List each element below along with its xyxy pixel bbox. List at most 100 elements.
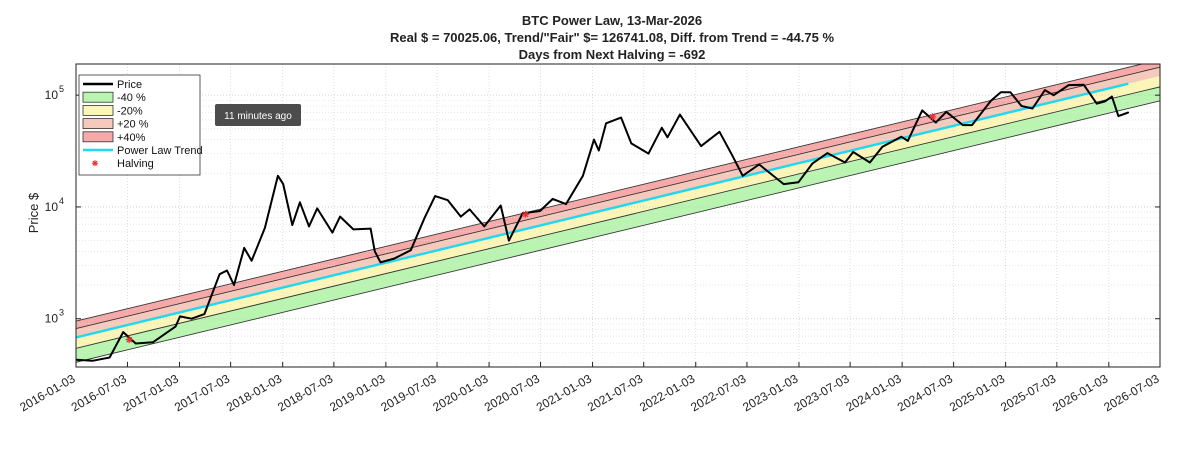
halving-marker-d2 (126, 336, 133, 343)
band-plus-40 (76, 64, 1160, 329)
price-point (190, 317, 193, 320)
x-tick-label: 2021-01-03 (534, 371, 594, 414)
price-point (551, 198, 554, 200)
y-tick-label: 10 (45, 200, 59, 214)
price-point (508, 239, 510, 242)
tooltip-text: 11 minutes ago (224, 111, 292, 122)
price-point (934, 121, 937, 124)
price-point (468, 208, 471, 211)
price-layer (76, 83, 1130, 362)
price-point (620, 116, 622, 119)
price-point (1104, 100, 1106, 103)
price-point (661, 127, 663, 129)
band-lines (76, 64, 1160, 363)
price-point (218, 273, 221, 276)
legend-label: Price (117, 79, 142, 91)
price-point (1031, 107, 1034, 110)
x-tick-label: 2016-07-03 (69, 371, 129, 414)
price-point (666, 136, 669, 139)
price-point (597, 149, 600, 152)
price-point (369, 227, 372, 230)
legend: Price-40 %-20% +20 %+40%Power Law TrendHa… (78, 74, 203, 176)
price-point (539, 210, 541, 212)
price-point (782, 183, 785, 185)
price-point (374, 250, 376, 253)
plot-frame (75, 63, 1161, 368)
legend-swatch-band (82, 105, 114, 116)
x-tick-label: 2020-01-03 (430, 371, 490, 414)
price-point (250, 259, 253, 262)
price-point (630, 142, 633, 145)
chart-title: BTC Power Law, 13-Mar-2026 (522, 13, 702, 28)
price-point (308, 225, 310, 228)
price-point (483, 225, 486, 228)
price-point (1044, 89, 1046, 91)
price-point (945, 110, 948, 113)
y-tick-label: 10 (45, 88, 59, 102)
price-point (582, 174, 584, 177)
band-line-1 (76, 86, 1160, 349)
price-point (990, 100, 992, 102)
price-point (1000, 91, 1002, 94)
band-minus-40 (76, 86, 1160, 363)
price-point (826, 152, 829, 154)
halving-marker-d2 (929, 113, 936, 120)
legend-label: -20% (117, 105, 143, 117)
price-point (434, 195, 436, 197)
price-point (907, 140, 909, 142)
legend-label: -40 % (117, 92, 146, 104)
price-point (233, 284, 235, 286)
y-tick-exponent: 5 (59, 84, 64, 94)
band-line-0 (76, 100, 1160, 363)
price-point (1067, 84, 1070, 86)
price-line (76, 83, 1129, 362)
price-point (758, 163, 760, 166)
price-point (593, 138, 595, 141)
legend-label: +40% (117, 132, 146, 144)
trend-layer (76, 82, 1129, 339)
x-tick-label: 2016-01-03 (17, 371, 77, 414)
price-point (339, 215, 341, 218)
price-point (423, 216, 426, 219)
x-tick-label: 2022-01-03 (637, 371, 697, 414)
y-axis-label: Price $ (26, 192, 41, 233)
y-tick-exponent: 3 (59, 308, 64, 318)
price-point (565, 203, 567, 205)
band-plus-20 (76, 67, 1160, 338)
halving-marker (929, 113, 937, 121)
price-point (122, 331, 125, 333)
price-point (409, 249, 412, 252)
price-point (91, 360, 94, 362)
x-tick-label: 2025-01-03 (947, 371, 1007, 414)
x-tick-label: 2017-07-03 (172, 371, 232, 414)
price-point (264, 227, 266, 229)
halving-marker (125, 336, 133, 344)
price-point (299, 201, 301, 204)
price-point (971, 124, 973, 126)
price-point (921, 109, 924, 112)
x-tick-label: 2025-07-03 (998, 371, 1058, 414)
price-point (277, 174, 279, 177)
halving-marker (522, 210, 530, 218)
band-line-3 (76, 64, 1145, 322)
price-point (1111, 95, 1113, 98)
price-point (1009, 91, 1012, 94)
legend-swatch-band (82, 91, 114, 103)
grid-lines (75, 64, 1161, 367)
x-tick-label: 2022-07-03 (688, 371, 748, 414)
x-tick-label: 2019-07-03 (378, 371, 438, 414)
price-point (731, 154, 734, 157)
price-point (203, 313, 206, 315)
x-tick-label: 2023-07-03 (791, 371, 851, 414)
price-point (1095, 102, 1098, 105)
halving-marker-d2 (522, 211, 529, 218)
tooltip: 11 minutes ago (215, 104, 301, 126)
price-point (869, 161, 871, 164)
legend-label: +20 % (117, 119, 149, 131)
price-point (446, 199, 449, 201)
price-point (179, 315, 181, 318)
price-point (134, 342, 137, 345)
price-point (605, 122, 607, 125)
x-tick-label: 2017-01-03 (121, 371, 181, 414)
